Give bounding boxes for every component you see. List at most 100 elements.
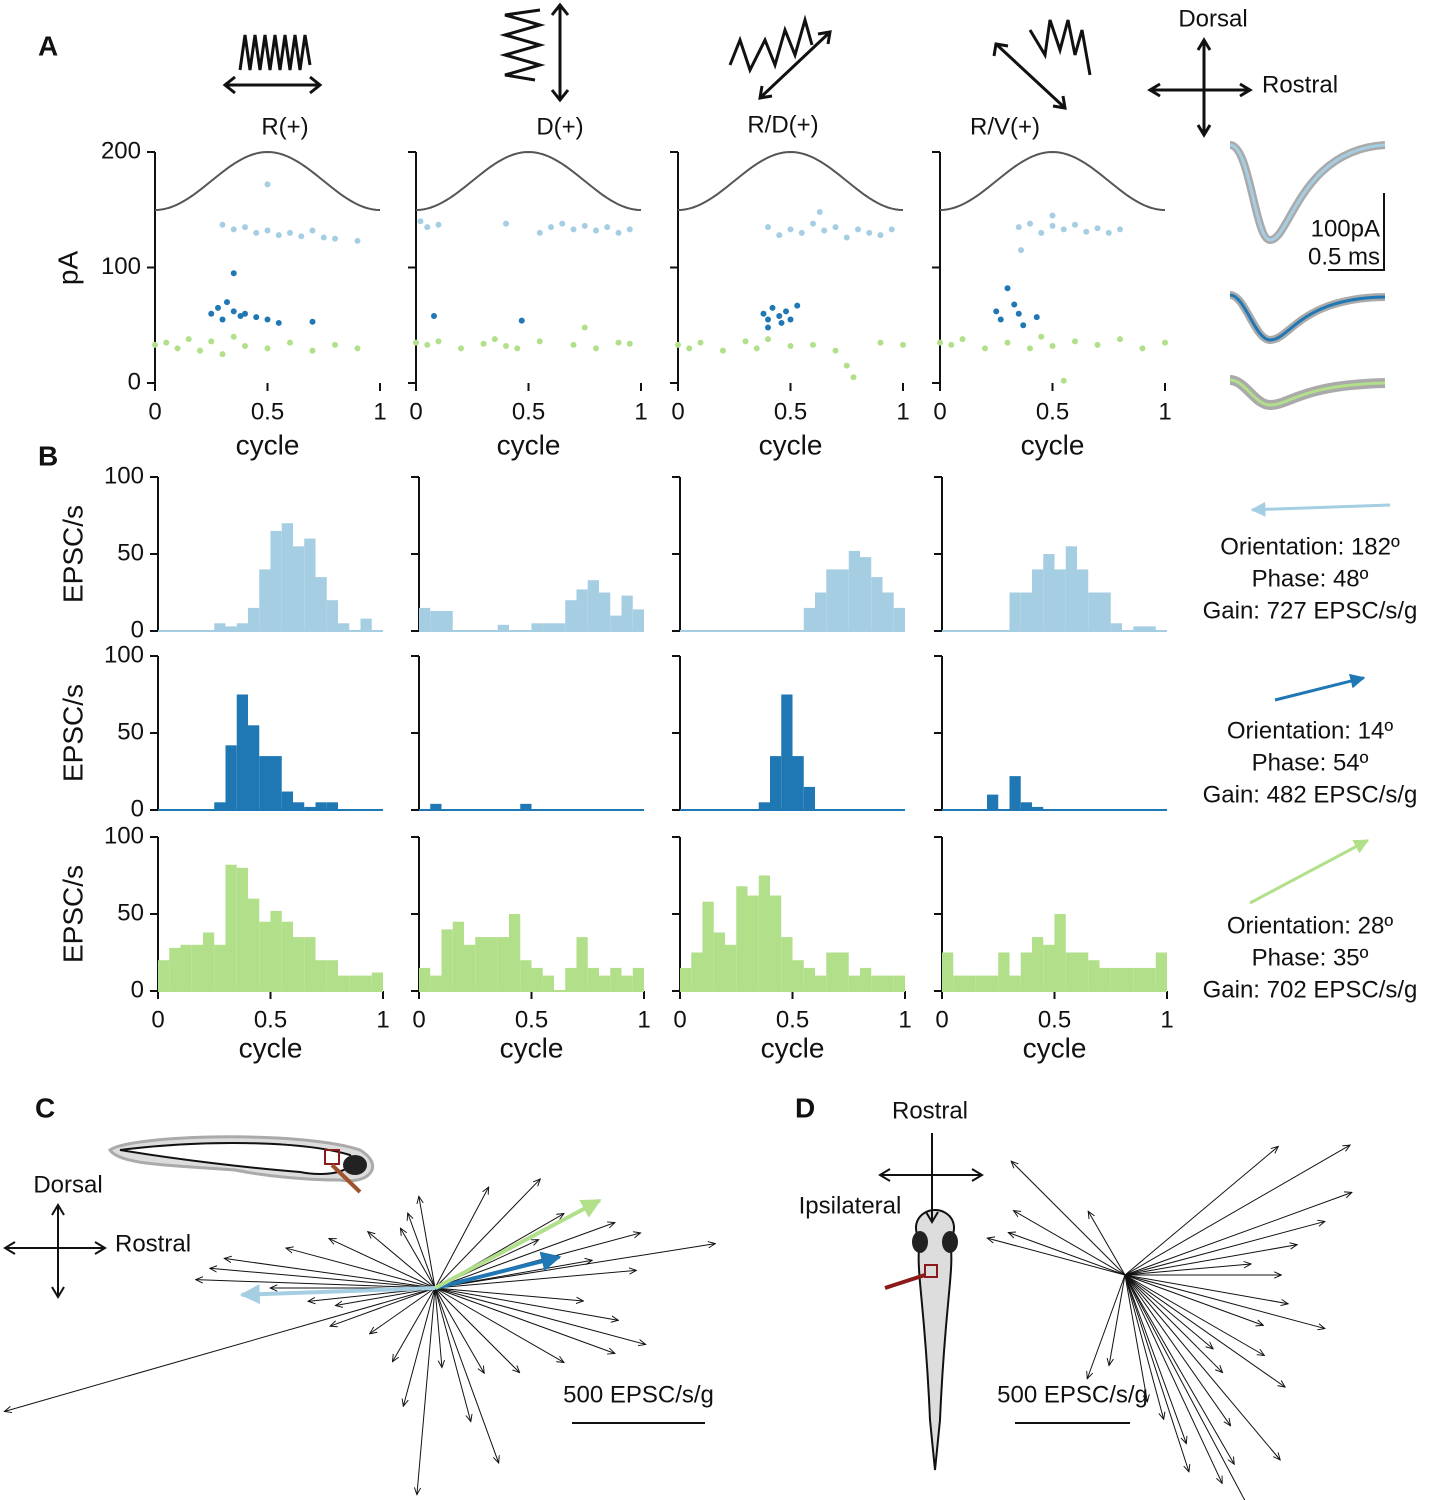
vector-arrow: [1124, 1274, 1222, 1483]
vector-arrow: [1124, 1264, 1251, 1276]
scatter-point: [230, 226, 237, 233]
x-tick-label: 0: [673, 1006, 686, 1033]
scatter-point: [1011, 301, 1018, 308]
histogram-bar: [803, 967, 815, 991]
larva-side: [107, 1135, 374, 1194]
y-axis-label: EPSC/s: [57, 865, 88, 963]
scatter-point: [431, 313, 437, 320]
scatter-point: [242, 310, 248, 317]
histogram-bar: [848, 550, 860, 631]
scatter-point: [503, 343, 509, 350]
compass-label: Rostral: [115, 1230, 191, 1257]
histogram-bar: [565, 967, 577, 991]
histogram-bar: [1032, 937, 1044, 991]
histogram-bar: [236, 694, 248, 810]
scatter-point: [309, 318, 316, 325]
histogram-bar: [180, 944, 192, 991]
scatter-point: [1027, 220, 1033, 227]
vector-arrow: [434, 1222, 615, 1289]
histogram-bar: [304, 806, 316, 810]
scatter-point: [866, 229, 873, 236]
vector-arrow: [434, 1287, 442, 1367]
scatter-point: [593, 345, 599, 352]
histogram-bar: [848, 975, 860, 991]
histogram-bar: [1155, 952, 1167, 991]
histogram-bar: [770, 895, 782, 991]
histogram-bar: [758, 802, 770, 810]
scatter-point: [1038, 333, 1045, 340]
y-axis-label: pA: [52, 251, 83, 286]
scale-label: 500 EPSC/s/g: [563, 1381, 714, 1408]
vector-arrow: [434, 1287, 583, 1301]
histogram-bar: [1110, 967, 1122, 991]
x-tick-label: 0: [933, 398, 946, 425]
x-tick-label: 1: [376, 1006, 389, 1033]
scatter-point: [888, 226, 895, 233]
histogram-bar: [860, 967, 872, 991]
x-tick-label: 0.5: [776, 1006, 809, 1033]
histogram-bar: [304, 538, 316, 631]
scatter-point: [1072, 338, 1078, 345]
scatter-point: [1117, 226, 1123, 233]
scatter-point: [581, 222, 588, 229]
vector-arrow: [1124, 1221, 1325, 1276]
scatter-point: [1004, 285, 1011, 292]
histogram-bar: [1077, 569, 1089, 631]
histogram-bar: [893, 975, 905, 991]
scale-label: 500 EPSC/s/g: [997, 1381, 1148, 1408]
vector-arrow: [1124, 1274, 1231, 1426]
histogram-bar: [792, 960, 804, 991]
histogram-bar: [893, 607, 905, 631]
scatter-point: [1015, 224, 1022, 231]
histogram-bar: [1065, 952, 1077, 991]
vector-arrow: [434, 1287, 564, 1362]
scatter-point: [548, 224, 554, 231]
y-tick-label: 50: [117, 718, 144, 745]
x-tick-label: 0.5: [774, 398, 807, 425]
histogram-bar: [1020, 952, 1032, 991]
x-tick-label: 1: [637, 1006, 650, 1033]
histogram-bar: [565, 600, 577, 631]
histogram-bar: [953, 975, 965, 991]
histogram-bar: [1133, 967, 1145, 991]
histogram-bar: [542, 975, 554, 991]
histogram-bar: [576, 589, 588, 631]
scatter-point: [1060, 226, 1067, 233]
histogram-bar: [214, 944, 226, 991]
vector-arrow: [329, 1239, 436, 1289]
scatter-point: [604, 224, 611, 231]
histogram-bar: [293, 937, 305, 991]
histogram-bar: [281, 921, 293, 991]
scatter-point: [514, 345, 521, 352]
scatter-point: [843, 362, 850, 369]
scatter-point: [185, 336, 192, 343]
histogram-bar: [1054, 914, 1066, 991]
vector-arrow: [434, 1270, 636, 1289]
x-tick-label: 1: [1160, 1006, 1173, 1033]
scatter-point: [821, 227, 828, 234]
histogram-bar: [248, 898, 260, 991]
scatter-point: [753, 345, 760, 352]
x-tick-label: 1: [896, 398, 909, 425]
scatter-point: [1083, 228, 1090, 235]
histogram-bar: [270, 530, 282, 631]
x-tick-label: 1: [373, 398, 386, 425]
histogram-bar: [360, 975, 372, 991]
vector-arrow: [434, 1179, 540, 1289]
scatter-point: [798, 229, 805, 236]
histogram-bar: [360, 618, 372, 631]
vector-arrow: [419, 1196, 436, 1289]
scatter-point: [900, 341, 906, 348]
histogram-bar: [587, 580, 599, 631]
histogram-bar: [1099, 592, 1111, 631]
vector-arrow: [403, 1287, 436, 1406]
histogram-bar: [680, 967, 692, 991]
vector-arrow: [1124, 1274, 1325, 1329]
scatter-point: [1094, 341, 1101, 348]
scatter-point: [275, 232, 282, 239]
scatter-point: [253, 229, 260, 236]
histogram-bar: [826, 952, 838, 991]
vector-arrow: [335, 1287, 436, 1306]
scatter-point: [435, 221, 442, 228]
compass-label: Dorsal: [33, 1171, 102, 1198]
